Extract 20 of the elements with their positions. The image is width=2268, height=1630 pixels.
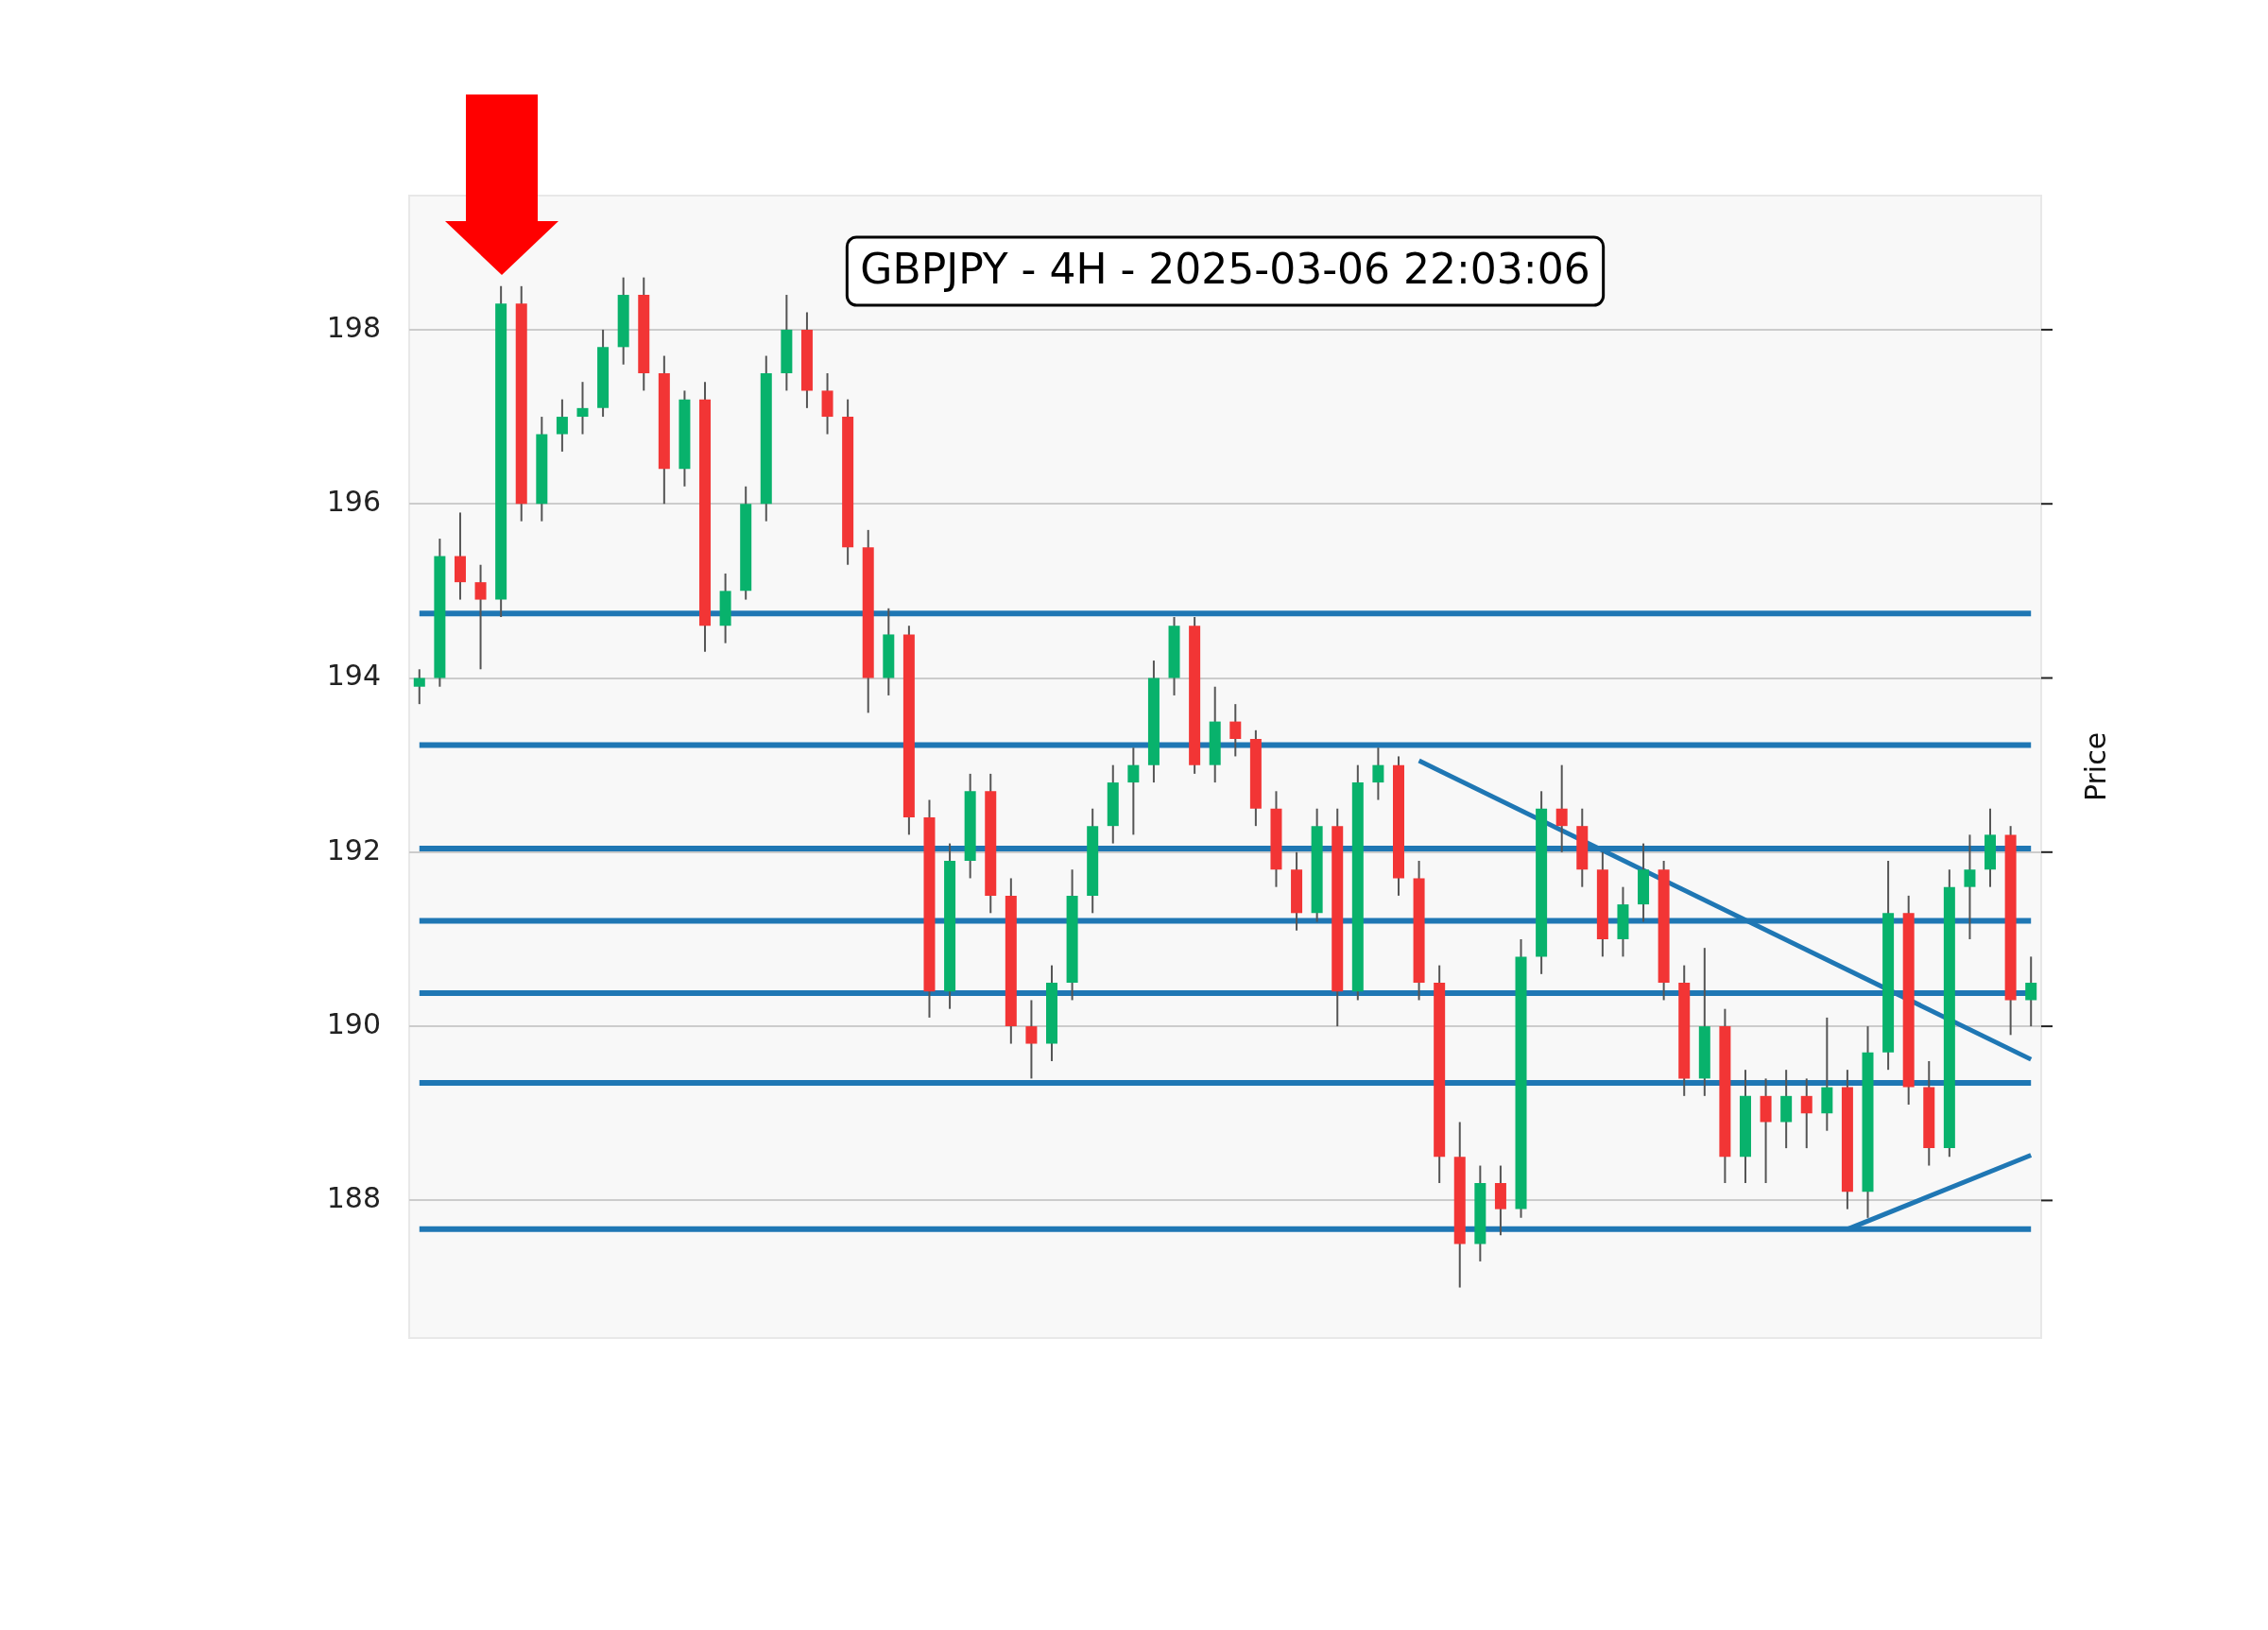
candlestick: [1229, 703, 1242, 758]
candlestick: [1372, 746, 1384, 801]
candlestick: [1555, 764, 1568, 853]
y-tick-label: 188: [326, 1181, 381, 1215]
candlestick: [1800, 1077, 1813, 1150]
candlestick: [2025, 955, 2037, 1028]
candlestick: [1127, 746, 1140, 836]
y-axis-title: Price: [2078, 731, 2112, 802]
text: GBPJPY - 4H - 2025-03-06 22:03:06: [860, 245, 1590, 294]
y-tick-label: 194: [326, 659, 381, 693]
y-tick-label: 192: [326, 832, 381, 866]
y-tick-label: 196: [326, 485, 381, 519]
y-tick-label: 190: [326, 1006, 381, 1040]
candlestick: [1964, 833, 1976, 940]
candlestick: [474, 563, 487, 671]
candlestick: [413, 668, 425, 706]
y-tick-label: 198: [326, 310, 381, 344]
candlestick: [1025, 999, 1038, 1080]
candlestick: [556, 398, 568, 453]
candlestick: [576, 381, 589, 436]
